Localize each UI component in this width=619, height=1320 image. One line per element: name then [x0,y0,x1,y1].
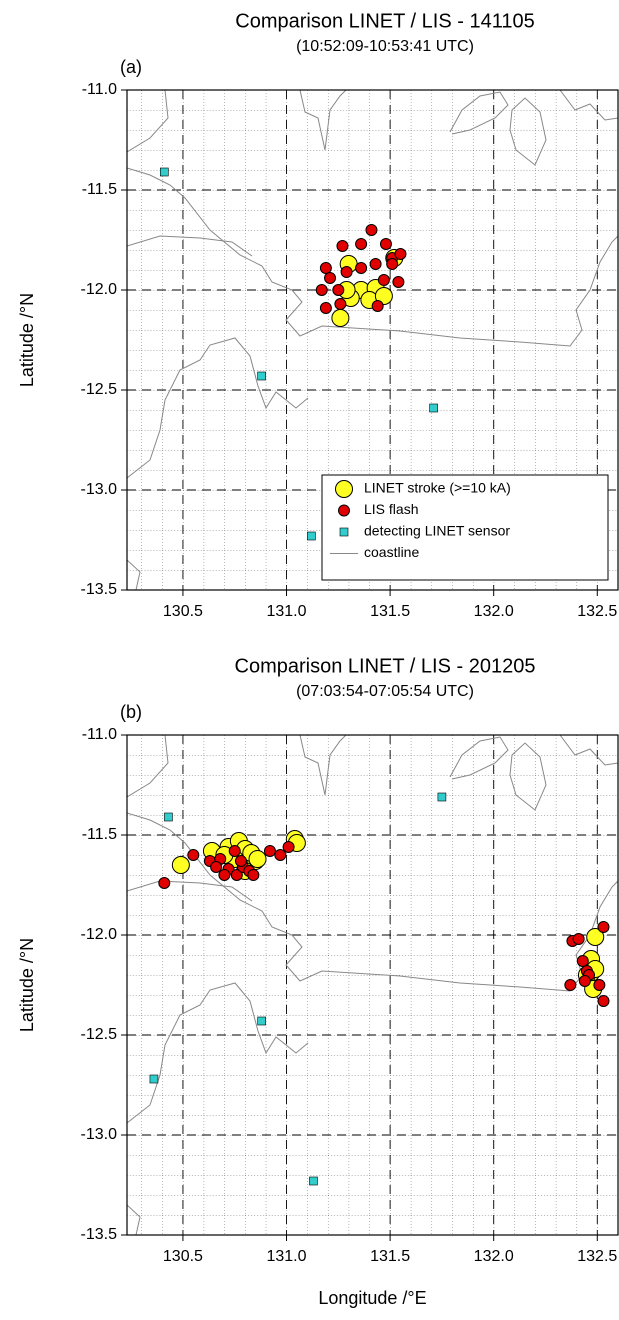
flash-marker [340,266,353,278]
flash-marker [324,272,337,284]
y-tick-label: -11.5 [82,181,117,198]
flash-marker [377,274,390,286]
flash-marker [315,284,328,296]
sensor-marker [437,792,447,802]
markers [149,792,610,1186]
sensor-marker [307,531,316,541]
y-tick-label: -12.5 [81,1026,118,1043]
x-tick-label: 131.0 [266,1248,306,1265]
y-tick-label: -13.0 [81,1126,118,1143]
x-tick-label: 132.0 [474,603,514,620]
y-tick-label: -13.5 [81,1226,118,1243]
x-tick-label: 132.5 [577,1248,617,1265]
flash-marker [392,276,405,288]
x-tick-label: 130.5 [163,1248,203,1265]
legend-box [321,474,609,581]
flash-marker [247,869,260,881]
x-tick-label: 130.5 [163,603,203,620]
x-tick-label: 132.5 [577,603,617,620]
flash-marker [158,877,171,889]
flash-marker [274,849,287,861]
flash-marker [332,284,345,296]
y-tick-label: -12.5 [81,381,118,398]
y-tick-label: -11.0 [82,81,117,98]
chart-subtitle: (10:52:09-10:53:41 UTC) [296,38,474,55]
flash-marker [369,258,382,270]
stroke-marker [248,850,267,868]
y-tick-label: -11.5 [82,826,117,843]
stroke-marker [171,856,190,874]
flash-marker [365,224,378,236]
sensor-marker [339,527,349,537]
flash-marker [230,869,243,881]
plot-frame [126,89,619,591]
flash-marker [263,845,276,857]
y-tick-label: -13.0 [81,481,118,498]
stroke-marker [331,309,350,327]
panel-label: (a) [120,57,142,77]
flash-marker [355,262,368,274]
plot-frame [126,734,619,1236]
flash-marker [218,869,231,881]
x-tick-label: 131.5 [370,603,410,620]
legend-label: LINET stroke (>=10 kA) [364,480,511,496]
flash-marker [319,302,332,314]
stroke-marker [374,287,393,305]
sensor-marker [257,371,266,381]
panel-label: (b) [120,702,142,722]
x-tick-label: 132.0 [474,1248,514,1265]
sensor-marker [309,1176,318,1186]
sensor-marker [257,1016,266,1026]
flash-marker [564,979,577,991]
stroke-marker [586,928,605,946]
flash-marker [334,298,347,310]
flash-marker [234,855,247,867]
minor-grid [127,735,618,1235]
flash-marker [210,861,223,873]
flash-marker [576,955,589,967]
flash-marker [187,849,200,861]
flash-marker [572,933,585,945]
flash-marker [578,975,591,987]
y-tick-label: -13.5 [81,581,118,598]
flash-marker [338,504,350,517]
flash-marker [593,979,606,991]
flash-marker [282,841,295,853]
y-tick-label: -12.0 [81,281,118,298]
y-axis-label: Latitude /°N [17,293,37,387]
flash-marker [597,995,610,1007]
flash-marker [379,238,392,250]
flash-marker [336,240,349,252]
y-axis-label: Latitude /°N [17,938,37,1032]
flash-marker [319,262,332,274]
panel: Comparison LINET / LIS - 141105 (10:52:09… [17,10,619,620]
sensor-marker [149,1074,159,1084]
flash-marker [371,300,384,312]
panel: Comparison LINET / LIS - 201205 (07:03:54… [17,655,619,1308]
legend-label: LIS flash [364,501,418,517]
flash-marker [355,238,368,250]
flash-marker [386,258,399,270]
chart-title: Comparison LINET / LIS - 141105 [235,10,534,32]
stroke-marker [335,480,353,498]
sensor-marker [429,403,438,413]
y-tick-label: -12.0 [81,926,118,943]
x-tick-label: 131.5 [370,1248,410,1265]
chart-title: Comparison LINET / LIS - 201205 [235,655,536,677]
sensor-marker [159,167,169,177]
legend-label: coastline [364,544,419,560]
legend-label: detecting LINET sensor [364,523,510,539]
y-tick-label: -11.0 [82,726,117,743]
markers [159,167,438,541]
x-tick-label: 131.0 [266,603,306,620]
flash-marker [394,248,407,260]
flash-marker [228,845,241,857]
chart-subtitle: (07:03:54-07:05:54 UTC) [296,683,474,700]
flash-marker [597,921,610,933]
x-axis-label: Longitude /°E [318,1288,426,1308]
sensor-marker [164,812,173,822]
